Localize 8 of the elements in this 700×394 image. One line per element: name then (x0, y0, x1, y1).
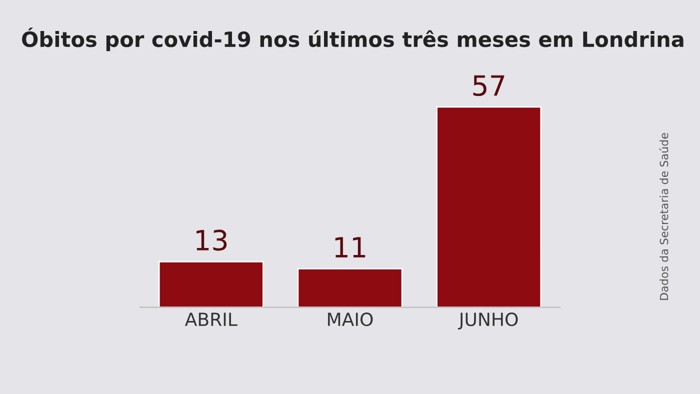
x-tick-label: ABRIL (184, 312, 238, 326)
x-tick-label: JUNHO (458, 312, 518, 330)
data-label: 13 (196, 230, 227, 251)
x-tick-label: MAIO (328, 312, 373, 326)
data-label: 11 (335, 237, 366, 258)
text: Dados da Secretaria de Saúde (659, 133, 668, 300)
chart-title: Óbitos por covid-19 nos últimos três meses em Londrina (22, 28, 684, 52)
data-label: 57 (473, 75, 504, 96)
